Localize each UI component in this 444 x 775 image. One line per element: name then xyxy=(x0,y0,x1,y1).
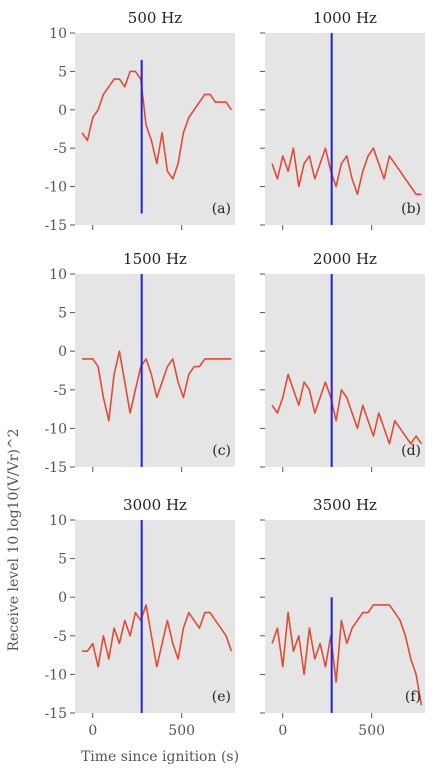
panel-label: (f) xyxy=(405,689,421,705)
chart-panel-2: 1000 Hz (b) xyxy=(260,9,425,230)
y-tick-label: 0 xyxy=(58,590,67,606)
y-tick-label: 5 xyxy=(58,552,67,568)
y-tick-label: -10 xyxy=(44,667,67,683)
y-tick-label: 10 xyxy=(49,26,67,42)
panel-title: 1000 Hz xyxy=(313,9,377,27)
y-tick-label: 0 xyxy=(58,103,67,119)
y-tick-label: -5 xyxy=(53,141,67,157)
panel-label: (a) xyxy=(212,201,231,217)
y-tick-label: 5 xyxy=(58,64,67,80)
plot-background xyxy=(265,33,425,225)
chart-panel-4: 2000 Hz (d) xyxy=(260,250,425,472)
panel-label: (b) xyxy=(401,201,421,217)
y-tick-label: -15 xyxy=(44,218,67,234)
series-line xyxy=(271,373,423,445)
x-tick-label: 500 xyxy=(358,723,385,739)
y-axis-label: Receive level 10 log10(V/Vr)^2 xyxy=(6,428,22,651)
x-tick-label: 0 xyxy=(278,723,287,739)
panel-title: 3000 Hz xyxy=(123,496,187,514)
y-tick-label: -15 xyxy=(44,460,67,476)
y-tick-label: 5 xyxy=(58,306,67,322)
panel-label: (d) xyxy=(401,443,421,459)
x-axis-label: Time since ignition (s) xyxy=(81,749,239,765)
series-line xyxy=(82,350,232,422)
x-tick-label: 0 xyxy=(88,723,97,739)
x-tick-label: 500 xyxy=(168,723,195,739)
y-tick-label: -10 xyxy=(44,421,67,437)
panel-title: 1500 Hz xyxy=(123,250,187,268)
series-line xyxy=(82,604,233,668)
chart-panel-1: 500 Hz 10 5 0 -5 -10 -15 (a) xyxy=(44,9,235,234)
panel-label: (e) xyxy=(212,689,231,705)
series-line xyxy=(81,70,233,180)
chart-panel-3: 1500 Hz 10 5 0 -5 -10 -15 (c) xyxy=(44,250,235,476)
panel-title: 3500 Hz xyxy=(313,496,377,514)
panel-title: 2000 Hz xyxy=(313,250,377,268)
plot-background xyxy=(75,520,235,713)
y-tick-label: -5 xyxy=(53,383,67,399)
chart-panel-5: 3000 Hz 10 5 0 -5 -10 -15 0 500 (e) xyxy=(44,496,235,739)
panel-label: (c) xyxy=(212,443,231,459)
y-tick-label: -15 xyxy=(44,706,67,722)
series-line xyxy=(271,604,423,706)
y-tick-label: -5 xyxy=(53,629,67,645)
y-tick-label: 10 xyxy=(49,267,67,283)
plot-background xyxy=(75,33,235,225)
y-tick-label: 10 xyxy=(49,513,67,529)
series-line xyxy=(271,147,422,196)
y-tick-label: 0 xyxy=(58,344,67,360)
chart-panel-6: 3500 Hz 0 500 (f) xyxy=(260,496,425,739)
plot-background xyxy=(75,274,235,467)
panel-title: 500 Hz xyxy=(128,9,182,27)
plot-background xyxy=(265,274,425,467)
y-tick-label: -10 xyxy=(44,180,67,196)
